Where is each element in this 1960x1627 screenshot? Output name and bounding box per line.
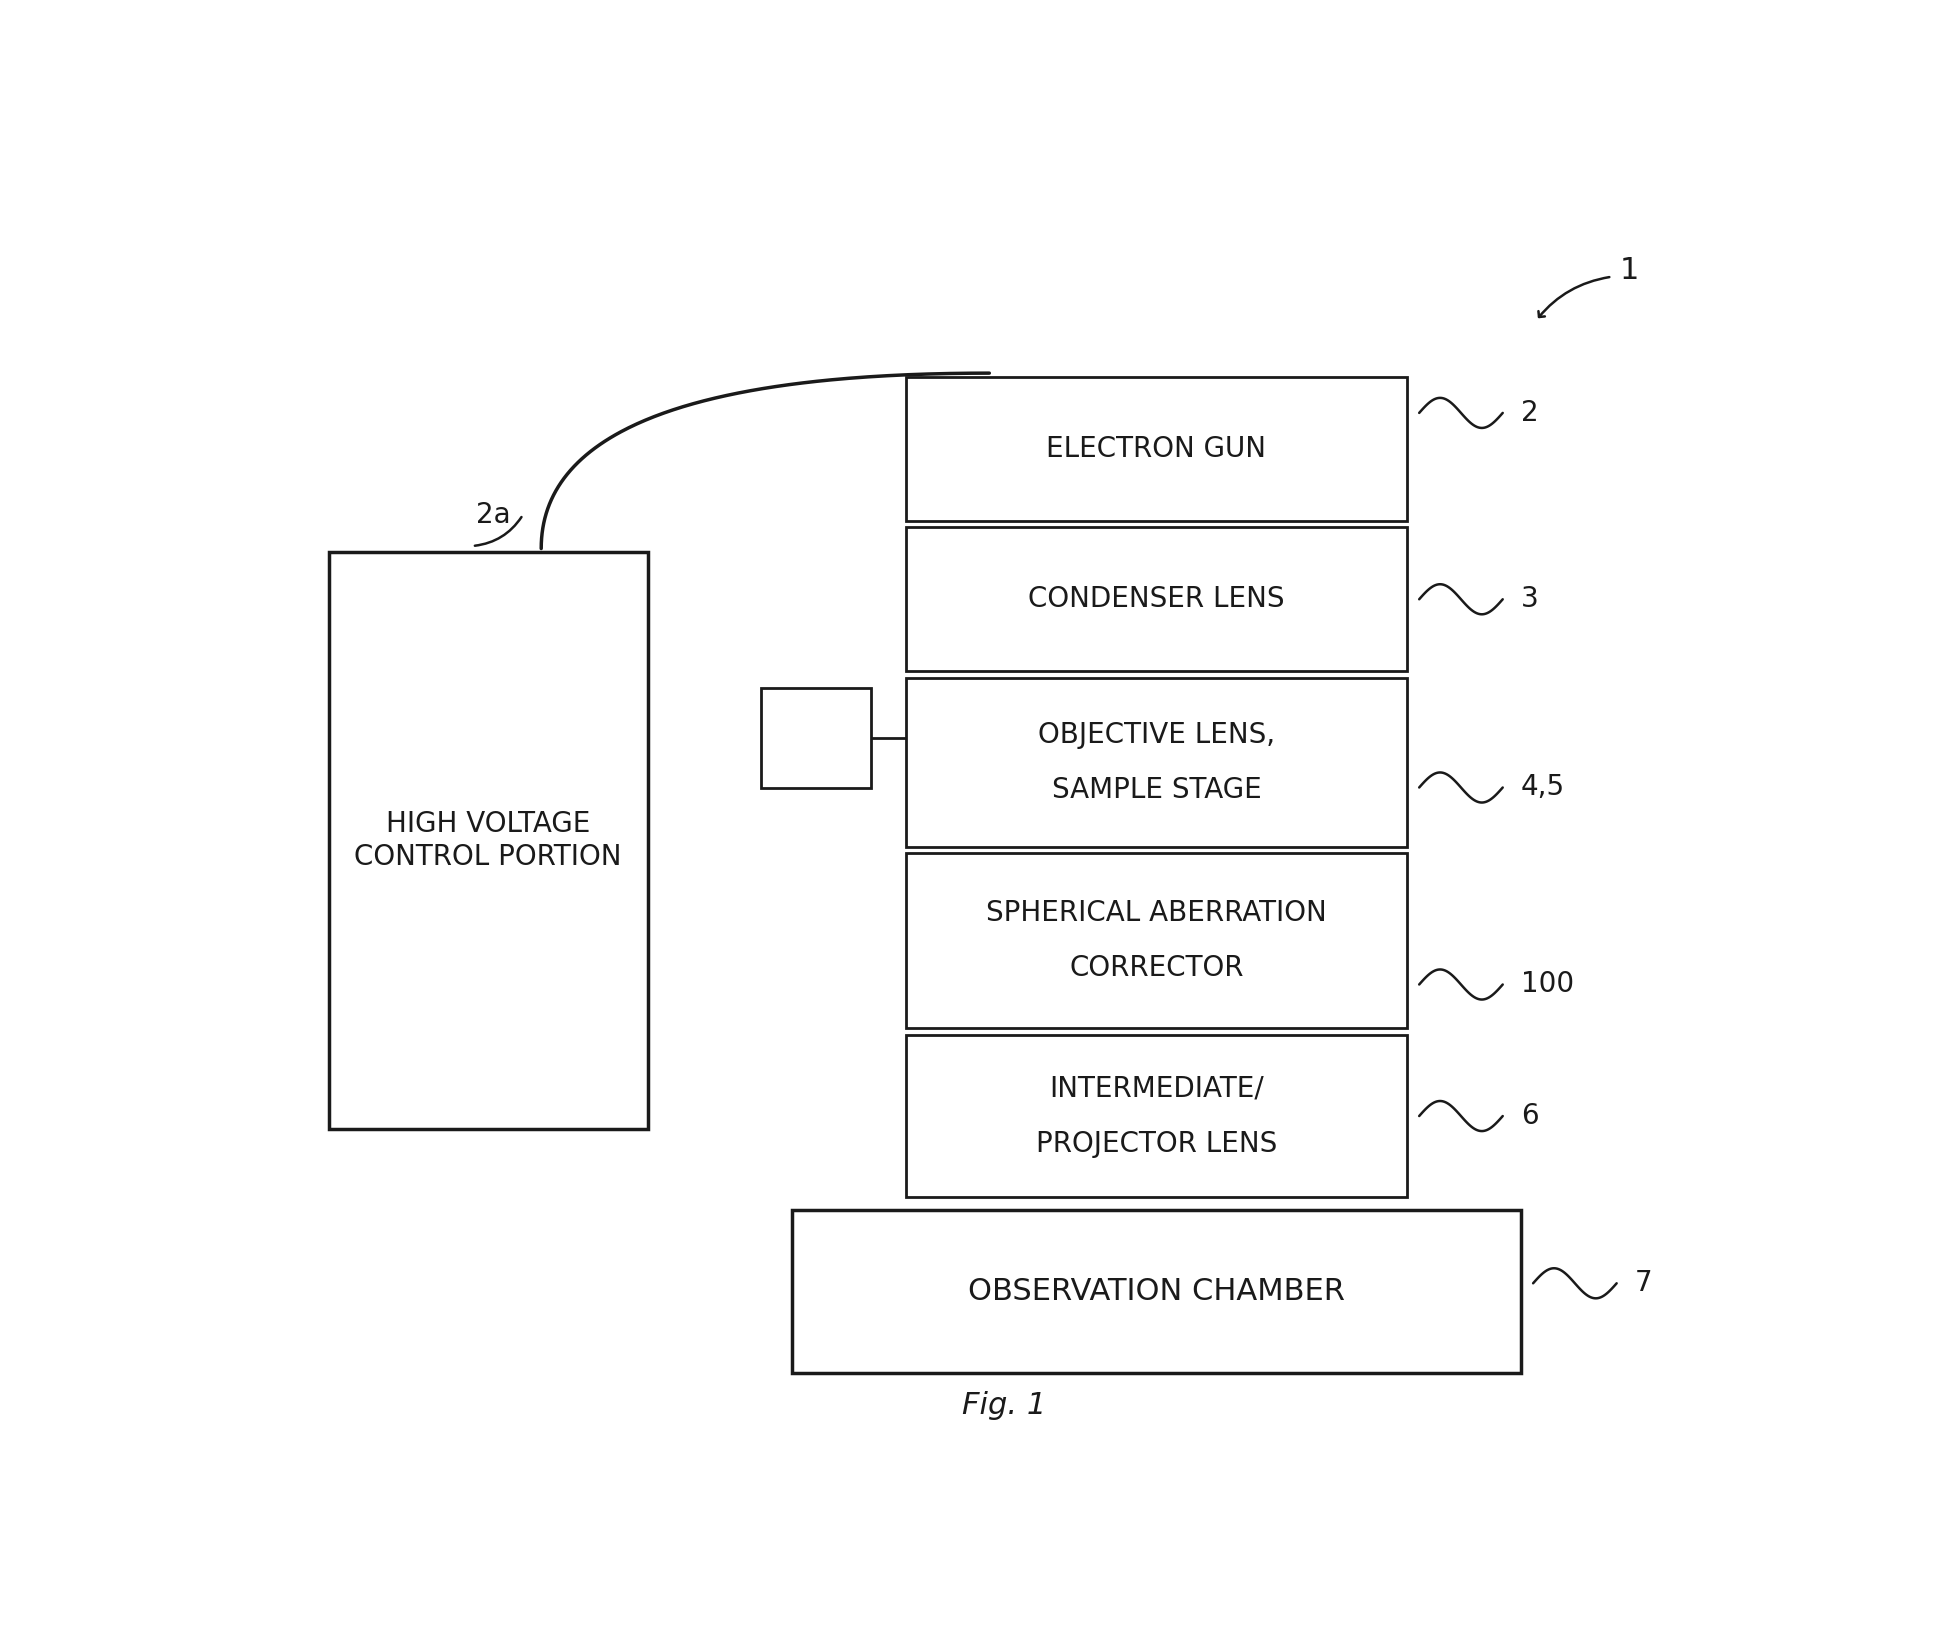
Bar bbox=[906, 527, 1407, 672]
Text: ELECTRON GUN: ELECTRON GUN bbox=[1047, 434, 1266, 464]
Text: OBJECTIVE LENS,: OBJECTIVE LENS, bbox=[1039, 721, 1274, 748]
Text: CORRECTOR: CORRECTOR bbox=[1068, 953, 1245, 983]
Text: 2: 2 bbox=[1521, 399, 1539, 426]
Text: 4,5: 4,5 bbox=[1521, 773, 1566, 802]
Text: SAMPLE STAGE: SAMPLE STAGE bbox=[1051, 776, 1262, 804]
Text: PROJECTOR LENS: PROJECTOR LENS bbox=[1035, 1129, 1278, 1157]
Text: 7: 7 bbox=[1635, 1269, 1652, 1297]
Bar bbox=[906, 377, 1407, 521]
Text: SPHERICAL ABERRATION: SPHERICAL ABERRATION bbox=[986, 900, 1327, 927]
Bar bbox=[906, 677, 1407, 846]
Text: INTERMEDIATE/: INTERMEDIATE/ bbox=[1049, 1074, 1264, 1103]
Text: OBSERVATION CHAMBER: OBSERVATION CHAMBER bbox=[968, 1277, 1345, 1306]
Bar bbox=[329, 552, 647, 1129]
Text: 100: 100 bbox=[1521, 970, 1574, 999]
Text: HIGH VOLTAGE
CONTROL PORTION: HIGH VOLTAGE CONTROL PORTION bbox=[355, 810, 621, 870]
Text: CONDENSER LENS: CONDENSER LENS bbox=[1029, 586, 1284, 613]
Text: 6: 6 bbox=[1521, 1101, 1539, 1131]
Bar bbox=[906, 1035, 1407, 1197]
Text: 3: 3 bbox=[1521, 586, 1539, 613]
Text: 2a: 2a bbox=[476, 501, 512, 529]
Bar bbox=[906, 853, 1407, 1028]
Text: 1: 1 bbox=[1619, 255, 1639, 285]
Bar bbox=[792, 1210, 1521, 1373]
Bar bbox=[760, 688, 870, 787]
Text: Fig. 1: Fig. 1 bbox=[962, 1391, 1047, 1420]
